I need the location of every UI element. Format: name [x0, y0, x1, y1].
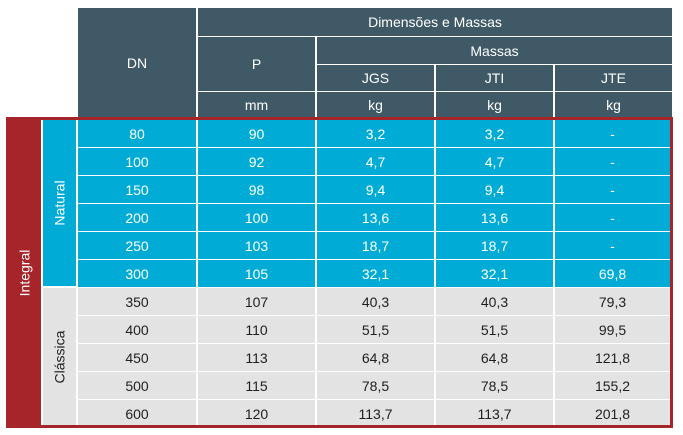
- cell-dn: 200: [78, 204, 196, 231]
- cell-p: 120: [198, 400, 315, 427]
- cell-p: 92: [198, 148, 315, 175]
- cell-jgs: 40,3: [317, 288, 434, 315]
- row-separator: [78, 343, 670, 344]
- row-separator: [78, 259, 670, 260]
- cell-jte: 69,8: [555, 260, 670, 287]
- cell-jgs: 64,8: [317, 344, 434, 371]
- cell-jgs: 13,6: [317, 204, 434, 231]
- group-integral: Integral: [8, 118, 41, 428]
- unit-jgs-label: kg: [368, 97, 383, 113]
- cell-jgs: 9,4: [317, 176, 434, 203]
- cell-jti: 18,7: [436, 232, 553, 259]
- cell-p: 98: [198, 176, 315, 203]
- row-separator: [78, 399, 670, 400]
- cell-jte: -: [555, 232, 670, 259]
- header-jgs-label: JGS: [361, 70, 390, 86]
- cell-jti: 32,1: [436, 260, 553, 287]
- cell-jgs: 113,7: [317, 400, 434, 427]
- cell-dn: 500: [78, 372, 196, 399]
- unit-p: mm: [198, 92, 315, 118]
- header-dimensoes-massas: Dimensões e Massas: [198, 8, 672, 36]
- cell-dn: 400: [78, 316, 196, 343]
- cell-jte: 201,8: [555, 400, 670, 427]
- unit-p-label: mm: [244, 97, 269, 113]
- row-separator: [78, 175, 670, 176]
- cell-p: 90: [198, 120, 315, 147]
- unit-jti-label: kg: [487, 97, 502, 113]
- cell-p: 107: [198, 288, 315, 315]
- row-separator: [78, 287, 670, 288]
- cell-jti: 9,4: [436, 176, 553, 203]
- cell-jti: 4,7: [436, 148, 553, 175]
- cell-p: 115: [198, 372, 315, 399]
- header-massas-label: Massas: [470, 42, 519, 59]
- cell-p: 103: [198, 232, 315, 259]
- cell-dn: 150: [78, 176, 196, 203]
- cell-jti: 3,2: [436, 120, 553, 147]
- header-group-title: Dimensões e Massas: [368, 14, 502, 30]
- header-dn: DN: [78, 8, 196, 118]
- group-natural: Natural: [43, 120, 76, 286]
- cell-p: 100: [198, 204, 315, 231]
- cell-p: 110: [198, 316, 315, 343]
- cell-dn: 450: [78, 344, 196, 371]
- header-p: P: [198, 37, 315, 91]
- cell-jgs: 4,7: [317, 148, 434, 175]
- group-classica: Clássica: [43, 288, 76, 426]
- cell-jte: -: [555, 176, 670, 203]
- cell-p: 113: [198, 344, 315, 371]
- header-jgs: JGS: [317, 65, 434, 91]
- header-jte: JTE: [555, 65, 672, 91]
- row-separator: [78, 231, 670, 232]
- cell-jte: 155,2: [555, 372, 670, 399]
- cell-dn: 350: [78, 288, 196, 315]
- cell-jti: 40,3: [436, 288, 553, 315]
- cell-jti: 51,5: [436, 316, 553, 343]
- cell-jti: 64,8: [436, 344, 553, 371]
- cell-jte: 79,3: [555, 288, 670, 315]
- cell-jte: 121,8: [555, 344, 670, 371]
- header-jte-label: JTE: [601, 70, 626, 86]
- unit-jte: kg: [555, 92, 672, 118]
- cell-jte: -: [555, 204, 670, 231]
- cell-jti: 113,7: [436, 400, 553, 427]
- row-separator: [78, 203, 670, 204]
- cell-jgs: 78,5: [317, 372, 434, 399]
- unit-jgs: kg: [317, 92, 434, 118]
- row-separator: [78, 371, 670, 372]
- cell-dn: 80: [78, 120, 196, 147]
- header-p-label: P: [251, 56, 262, 72]
- header-dn-label: DN: [126, 55, 148, 71]
- cell-dn: 250: [78, 232, 196, 259]
- header-jti-label: JTI: [484, 70, 505, 86]
- row-separator: [78, 315, 670, 316]
- header-massas: Massas: [317, 37, 672, 64]
- cell-dn: 100: [78, 148, 196, 175]
- cell-dn: 300: [78, 260, 196, 287]
- cell-jgs: 32,1: [317, 260, 434, 287]
- cell-jte: -: [555, 120, 670, 147]
- row-separator: [78, 147, 670, 148]
- cell-p: 105: [198, 260, 315, 287]
- cell-jte: -: [555, 148, 670, 175]
- cell-dn: 600: [78, 400, 196, 427]
- cell-jte: 99,5: [555, 316, 670, 343]
- unit-jte-label: kg: [606, 97, 621, 113]
- cell-jgs: 18,7: [317, 232, 434, 259]
- cell-jgs: 51,5: [317, 316, 434, 343]
- header-jti: JTI: [436, 65, 553, 91]
- cell-jti: 13,6: [436, 204, 553, 231]
- unit-jti: kg: [436, 92, 553, 118]
- cell-jti: 78,5: [436, 372, 553, 399]
- cell-jgs: 3,2: [317, 120, 434, 147]
